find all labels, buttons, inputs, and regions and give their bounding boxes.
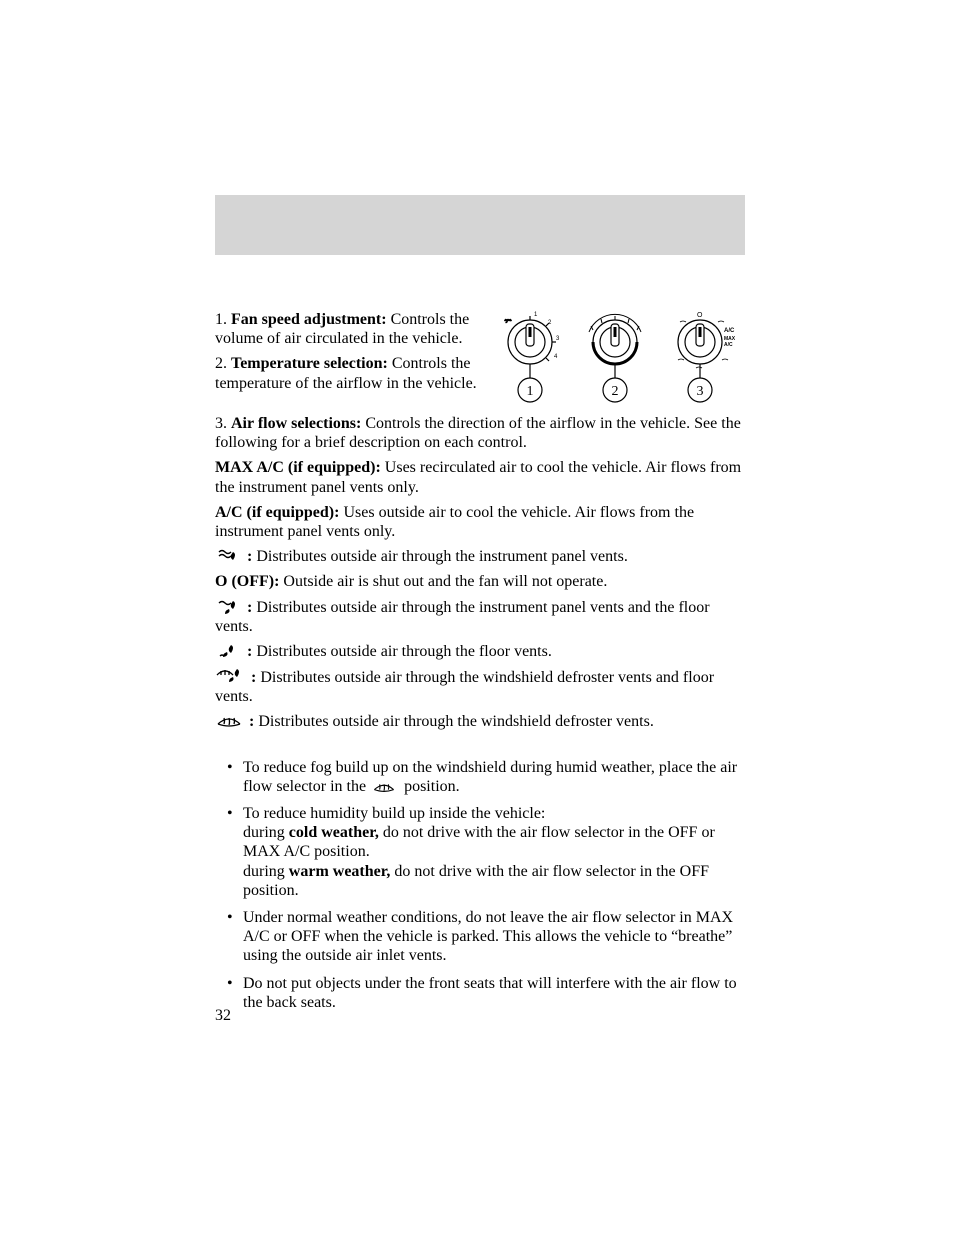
svg-text:4: 4 xyxy=(554,354,558,360)
header-bar xyxy=(215,195,745,255)
floor-vent-icon xyxy=(215,643,241,659)
colon: : xyxy=(243,548,252,565)
page-number: 32 xyxy=(215,1007,231,1025)
num: 3. xyxy=(215,415,231,432)
mode-defrost-floor: : Distributes outside air through the wi… xyxy=(215,667,745,706)
page-content: 1 2 3 4 xyxy=(215,310,745,1020)
mode-max-ac: MAX A/C (if equipped): Uses recirculated… xyxy=(215,458,745,496)
operating-tips-list: To reduce fog build up on the windshield… xyxy=(215,758,745,1012)
cold-pre: during xyxy=(243,824,289,841)
colon: : xyxy=(245,713,254,730)
mode-floor: : Distributes outside air through the fl… xyxy=(215,642,745,661)
bold: MAX A/C (if equipped): xyxy=(215,459,381,476)
colon: : xyxy=(243,599,252,616)
rest: Distributes outside air through the floo… xyxy=(252,643,552,660)
text-b: position. xyxy=(400,778,460,795)
svg-text:3: 3 xyxy=(556,336,560,342)
svg-text:A/C: A/C xyxy=(724,328,735,334)
rest: Distributes outside air through the inst… xyxy=(215,599,710,635)
text-a: To reduce fog build up on the windshield… xyxy=(243,759,737,795)
svg-text:2: 2 xyxy=(612,384,619,399)
text: Do not put objects under the front seats… xyxy=(243,975,737,1011)
mode-ac: A/C (if equipped): Uses outside air to c… xyxy=(215,503,745,541)
rest: Distributes outside air through the wind… xyxy=(254,713,653,730)
svg-text:3: 3 xyxy=(697,384,704,399)
svg-text:1: 1 xyxy=(527,384,534,399)
colon: : xyxy=(247,669,256,686)
manual-page: 1 2 3 4 xyxy=(0,0,954,1235)
bold: O (OFF): xyxy=(215,573,279,590)
text-a: To reduce humidity build up inside the v… xyxy=(243,805,545,822)
mode-off: O (OFF): Outside air is shut out and the… xyxy=(215,572,745,591)
svg-text:1: 1 xyxy=(534,312,538,318)
mode-panel: : Distributes outside air through the in… xyxy=(215,547,745,566)
colon: : xyxy=(243,643,252,660)
rest: Distributes outside air through the inst… xyxy=(252,548,628,565)
warm-pre: during xyxy=(243,863,289,880)
bold: Fan speed adjustment: xyxy=(231,311,387,328)
text: Under normal weather conditions, do not … xyxy=(243,909,733,964)
num: 1. xyxy=(215,311,231,328)
defrost-icon xyxy=(215,713,243,729)
bold: A/C (if equipped): xyxy=(215,504,339,521)
num: 2. xyxy=(215,355,231,372)
defrost-icon xyxy=(370,780,398,794)
climate-dials-diagram: 1 2 3 4 xyxy=(490,310,745,410)
panel-floor-vent-icon xyxy=(215,599,241,615)
bold: Temperature selection: xyxy=(231,355,388,372)
warm-bold: warm weather, xyxy=(289,863,391,880)
item-airflow: 3. Air flow selections: Controls the dir… xyxy=(215,414,745,452)
mode-panel-floor: : Distributes outside air through the in… xyxy=(215,598,745,636)
rest: Distributes outside air through the wind… xyxy=(215,669,714,705)
svg-text:O: O xyxy=(697,312,703,319)
tip-humidity: To reduce humidity build up inside the v… xyxy=(243,804,745,900)
bold: Air flow selections: xyxy=(231,415,361,432)
mode-defrost: : Distributes outside air through the wi… xyxy=(215,712,745,731)
cold-bold: cold weather, xyxy=(289,824,379,841)
tip-parked: Under normal weather conditions, do not … xyxy=(243,908,745,966)
tip-under-seats: Do not put objects under the front seats… xyxy=(243,974,745,1012)
panel-vent-icon xyxy=(215,548,241,564)
rest: Outside air is shut out and the fan will… xyxy=(279,573,607,590)
defrost-floor-icon xyxy=(215,667,245,685)
svg-text:A/C: A/C xyxy=(724,342,733,348)
tip-fog: To reduce fog build up on the windshield… xyxy=(243,758,745,796)
